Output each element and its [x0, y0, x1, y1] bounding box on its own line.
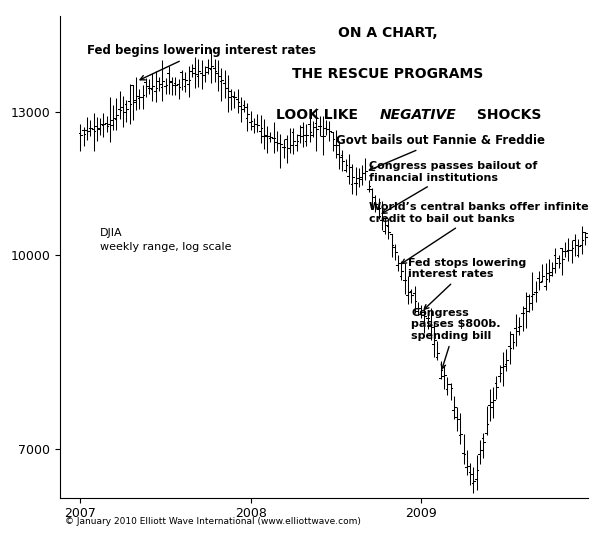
- Text: THE RESCUE PROGRAMS: THE RESCUE PROGRAMS: [292, 67, 483, 81]
- Text: NEGATIVE: NEGATIVE: [379, 108, 456, 122]
- Text: DJIA
weekly range, log scale: DJIA weekly range, log scale: [100, 228, 231, 252]
- Text: ON A CHART,: ON A CHART,: [338, 26, 437, 40]
- Text: World’s central banks offer infinite
credit to bail out banks: World’s central banks offer infinite cre…: [368, 202, 589, 264]
- Text: Congress
passes $800b.
spending bill: Congress passes $800b. spending bill: [411, 308, 501, 369]
- Text: SHOCKS: SHOCKS: [472, 108, 541, 122]
- Text: Fed stops lowering
interest rates: Fed stops lowering interest rates: [408, 258, 526, 309]
- Text: Govt bails out Fannie & Freddie: Govt bails out Fannie & Freddie: [336, 133, 545, 171]
- Text: LOOK LIKE: LOOK LIKE: [277, 108, 364, 122]
- Text: © January 2010 Elliott Wave International (www.elliottwave.com): © January 2010 Elliott Wave Internationa…: [65, 517, 361, 526]
- Text: Fed begins lowering interest rates: Fed begins lowering interest rates: [87, 44, 316, 80]
- Text: Congress passes bailout of
financial institutions: Congress passes bailout of financial ins…: [368, 161, 537, 213]
